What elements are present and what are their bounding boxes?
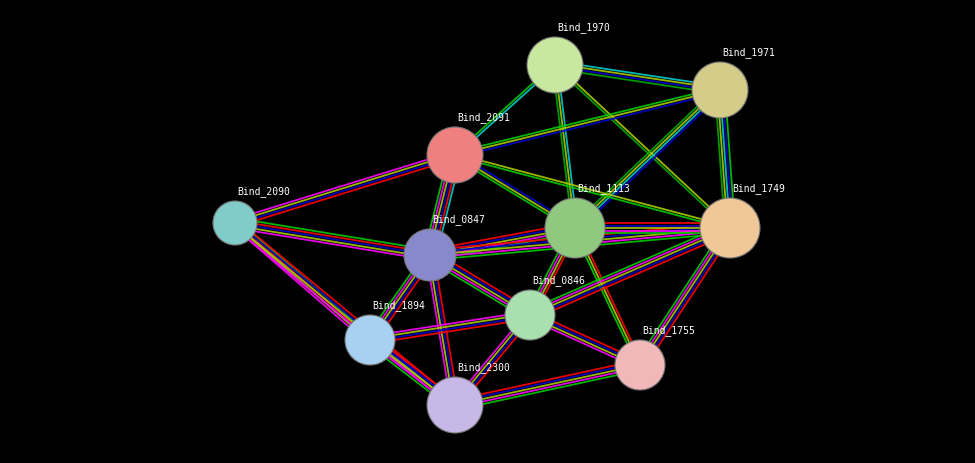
Text: Bind_1894: Bind_1894	[372, 300, 425, 311]
Text: Bind_1970: Bind_1970	[557, 22, 610, 33]
Circle shape	[615, 340, 665, 390]
Circle shape	[545, 198, 605, 258]
Text: Bind_0846: Bind_0846	[532, 275, 585, 286]
Text: Bind_1749: Bind_1749	[732, 183, 785, 194]
Circle shape	[527, 37, 583, 93]
Circle shape	[505, 290, 555, 340]
Circle shape	[404, 229, 456, 281]
Text: Bind_0847: Bind_0847	[432, 214, 485, 225]
Circle shape	[692, 62, 748, 118]
Circle shape	[345, 315, 395, 365]
Circle shape	[427, 127, 483, 183]
Text: Bind_2091: Bind_2091	[457, 112, 510, 123]
Text: Bind_1755: Bind_1755	[642, 325, 695, 336]
Circle shape	[213, 201, 257, 245]
Text: Bind_2300: Bind_2300	[457, 362, 510, 373]
Text: Bind_2090: Bind_2090	[237, 186, 290, 197]
Circle shape	[427, 377, 483, 433]
Text: Bind_1971: Bind_1971	[722, 47, 775, 58]
Circle shape	[700, 198, 760, 258]
Text: Bind_1113: Bind_1113	[577, 183, 630, 194]
